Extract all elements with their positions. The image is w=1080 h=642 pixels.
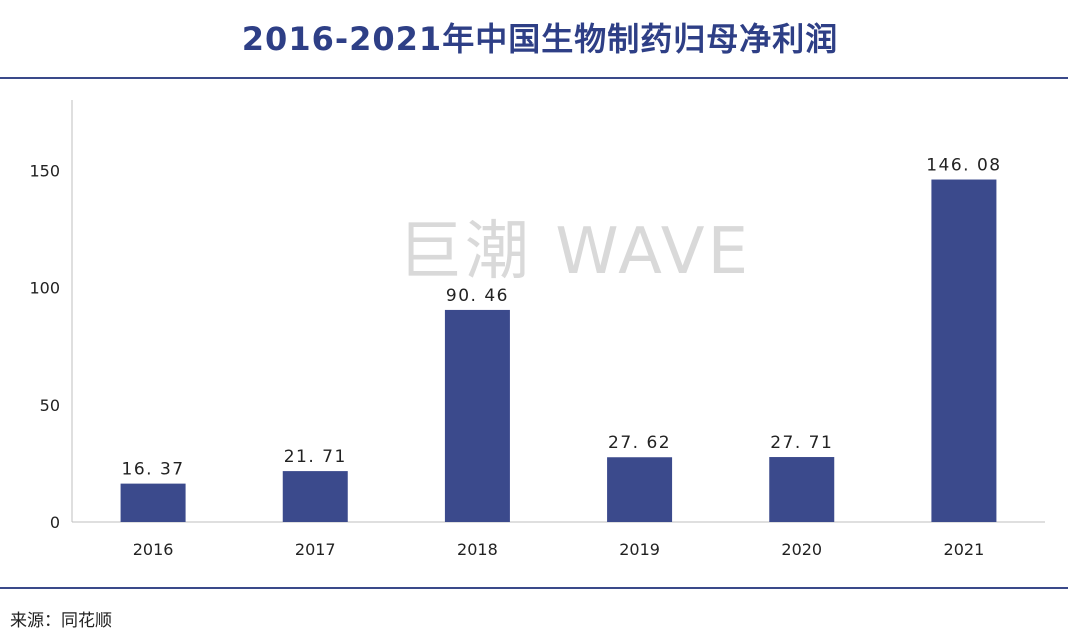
bar bbox=[931, 179, 997, 522]
bar bbox=[607, 457, 673, 522]
x-tick-label: 2016 bbox=[133, 540, 174, 559]
chart-labels: 16. 37 2016 21. 71 2017 90. 46 2018 27. 62 2019… bbox=[122, 156, 1001, 559]
x-tick-label: 2017 bbox=[295, 540, 336, 559]
top-divider bbox=[0, 77, 1068, 79]
data-label: 21. 71 bbox=[284, 447, 347, 467]
bar bbox=[444, 309, 510, 522]
chart-title: 2016-2021年中国生物制药归母净利润 bbox=[241, 20, 839, 58]
y-tick-label: 150 bbox=[29, 161, 60, 180]
data-label: 16. 37 bbox=[122, 460, 185, 480]
bottom-divider bbox=[0, 587, 1068, 589]
x-tick-label: 2019 bbox=[619, 540, 660, 559]
data-label: 90. 46 bbox=[446, 286, 509, 306]
x-tick-label: 2018 bbox=[457, 540, 498, 559]
x-tick-label: 2020 bbox=[781, 540, 822, 559]
chart-bars bbox=[120, 179, 997, 522]
chart-axes: 0 50 100 150 bbox=[29, 100, 1045, 532]
source-note: 来源：同花顺 bbox=[10, 611, 112, 631]
y-tick-label: 100 bbox=[29, 279, 60, 298]
y-tick-label: 0 bbox=[50, 513, 60, 532]
bar bbox=[769, 457, 835, 522]
bar bbox=[282, 471, 348, 522]
watermark: 巨潮 WAVE bbox=[398, 215, 752, 289]
data-label: 146. 08 bbox=[926, 156, 1001, 176]
y-tick-label: 50 bbox=[40, 396, 60, 415]
data-label: 27. 71 bbox=[770, 433, 833, 453]
data-label: 27. 62 bbox=[608, 433, 671, 453]
x-tick-label: 2021 bbox=[944, 540, 985, 559]
bar bbox=[120, 483, 186, 522]
